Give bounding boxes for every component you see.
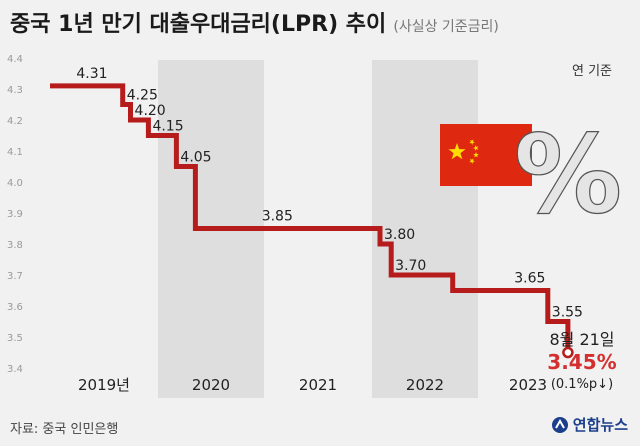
x-axis-label: 2020 <box>192 376 230 394</box>
source-note: 자료: 중국 인민은행 <box>10 422 119 437</box>
yonhap-logo-text: 연합뉴스 <box>572 416 628 434</box>
x-axis-label: 2023 <box>509 376 547 394</box>
y-tick-label: 3.6 <box>7 302 23 313</box>
y-tick-label: 3.4 <box>7 364 23 375</box>
flag-star <box>448 143 466 160</box>
annotation-date: 8월 21일 <box>549 330 614 349</box>
chart-subtitle: (사실상 기준금리) <box>393 19 499 35</box>
yonhap-logo-icon <box>551 416 568 433</box>
percent-symbol: % <box>514 113 622 238</box>
value-label: 3.85 <box>262 209 293 225</box>
chart-title: 중국 1년 만기 대출우대금리(LPR) 추이 <box>10 12 387 37</box>
x-axis-label: 2022 <box>406 376 444 394</box>
y-tick-label: 4.0 <box>7 178 23 189</box>
x-axis-labels: 2019년 2020 2021 2022 2023 <box>78 376 547 394</box>
annotation-value: 3.45% <box>547 350 616 374</box>
value-labels: 4.31 4.254.204.15 4.05 3.85 3.80 3.70 3.65 3.55 <box>76 66 583 321</box>
value-label: 3.70 <box>395 258 426 274</box>
yonhap-logo: 연합뉴스 <box>551 414 628 435</box>
value-label: 4.25 <box>127 88 158 104</box>
year-band-1 <box>372 60 478 398</box>
chart-header: 중국 1년 만기 대출우대금리(LPR) 추이 (사실상 기준금리) <box>10 6 499 38</box>
china-flag <box>440 124 532 186</box>
flag-star <box>473 152 479 158</box>
flag-star <box>469 139 475 145</box>
y-tick-label: 3.5 <box>7 333 23 344</box>
x-axis-label: 2019년 <box>78 376 130 394</box>
y-tick-label: 3.8 <box>7 240 23 251</box>
y-axis-ticks: 3.4 3.5 3.6 3.7 3.8 3.9 4.0 4.1 4.2 4.3 4.4 <box>7 54 23 375</box>
y-tick-label: 3.7 <box>7 271 23 282</box>
y-tick-label: 4.3 <box>7 85 23 96</box>
value-label: 4.20 <box>135 103 166 119</box>
latest-point-marker <box>562 346 574 359</box>
y-tick-label: 4.4 <box>7 54 23 65</box>
value-label: 4.15 <box>152 119 183 135</box>
value-label: 3.55 <box>552 305 583 321</box>
y-tick-label: 3.9 <box>7 209 23 220</box>
x-axis-label: 2021 <box>299 376 337 394</box>
flag-star <box>473 145 479 151</box>
value-label: 3.65 <box>514 271 545 287</box>
flag-star <box>469 158 475 164</box>
y-tick-label: 4.2 <box>7 116 23 127</box>
unit-label: 연 기준 <box>572 64 612 79</box>
value-label: 4.31 <box>76 66 107 82</box>
value-label: 4.05 <box>180 150 211 166</box>
y-tick-label: 4.1 <box>7 147 23 158</box>
annotation-change: (0.1%p↓) <box>551 377 613 392</box>
value-label: 3.80 <box>384 227 415 243</box>
lpr-step-line <box>50 83 571 353</box>
